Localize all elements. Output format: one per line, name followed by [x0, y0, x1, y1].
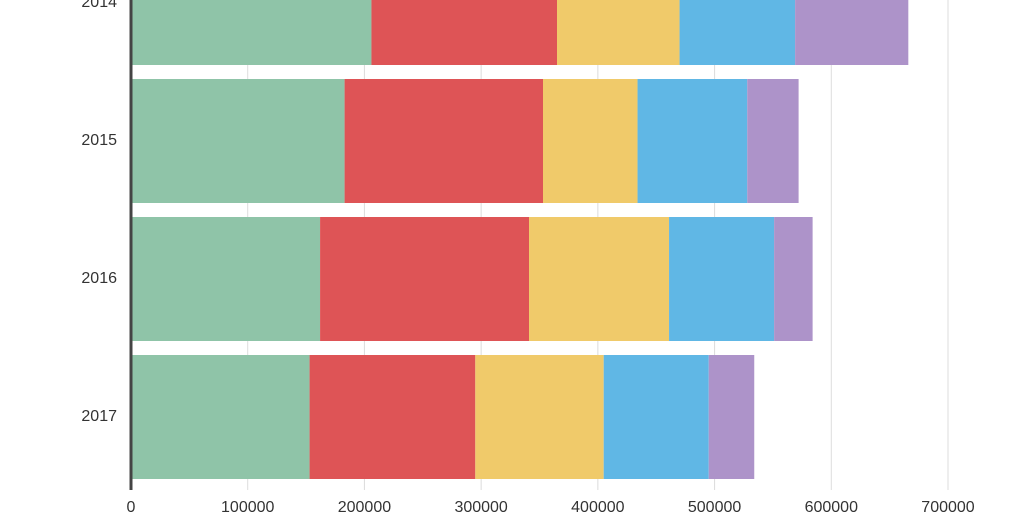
x-tick-label: 200000 — [338, 499, 391, 512]
x-tick-label: 100000 — [221, 499, 274, 512]
x-tick-label: 600000 — [805, 499, 858, 512]
bar-segment — [795, 0, 909, 65]
bar-segment — [528, 217, 670, 341]
bar-segment — [543, 79, 638, 203]
x-tick-label: 0 — [127, 499, 136, 512]
bar-segment — [131, 79, 345, 203]
bar-segment — [679, 0, 796, 65]
bar-segment — [371, 0, 558, 65]
bar-segment — [131, 0, 372, 65]
bar-segment — [131, 217, 321, 341]
bar-segment — [669, 217, 775, 341]
y-tick-label: 2015 — [81, 132, 117, 149]
bar-segment — [708, 355, 755, 479]
y-tick-label: 2017 — [81, 408, 117, 425]
x-tick-label: 500000 — [688, 499, 741, 512]
bar-segment — [344, 79, 544, 203]
x-tick-label: 400000 — [571, 499, 624, 512]
bar-segment — [475, 355, 604, 479]
x-tick-label: 700000 — [921, 499, 974, 512]
bar-segment — [747, 79, 799, 203]
bar-segment — [131, 355, 310, 479]
bar-segment — [309, 355, 476, 479]
bar-segment — [603, 355, 709, 479]
bar-segment — [637, 79, 748, 203]
bar-segment — [557, 0, 680, 65]
y-tick-label: 2014 — [81, 0, 117, 11]
bar-segment — [774, 217, 813, 341]
y-tick-label: 2016 — [81, 270, 117, 287]
x-tick-label: 300000 — [454, 499, 507, 512]
bar-segment — [320, 217, 529, 341]
